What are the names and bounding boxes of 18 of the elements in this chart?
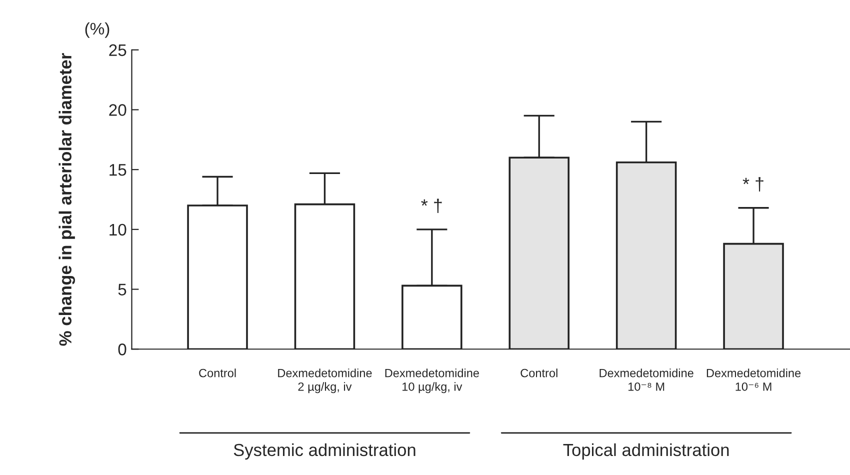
annotation: * † <box>742 177 764 192</box>
x-tick-label: Dexmedetomidine 2 µg/kg, iv <box>278 368 372 394</box>
annotation: * † <box>421 198 442 214</box>
x-tick-label: Control <box>199 368 236 378</box>
text: Topical administration <box>563 443 729 460</box>
y-axis-title: % change in pial arteriolar diameter <box>58 53 76 346</box>
x-tick-label: Control <box>520 368 558 378</box>
y-tick-label: 20 <box>109 104 126 116</box>
x-tick-label: Dexmedetomidine 10⁻⁸ M <box>600 368 694 391</box>
y-tick-label: 25 <box>109 44 126 56</box>
y-tick-label: 10 <box>110 224 126 236</box>
x-tick-label: Dexmedetomidine 10⁻⁶ M <box>706 368 801 391</box>
text: Systemic administration <box>234 443 416 460</box>
y-tick-label: 15 <box>110 164 126 176</box>
text: (%) <box>85 22 110 38</box>
y-tick-label: 5 <box>118 284 126 296</box>
x-tick-label: Dexmedetomidine 10 µg/kg, iv <box>385 368 479 394</box>
y-tick-label: 0 <box>118 344 126 356</box>
